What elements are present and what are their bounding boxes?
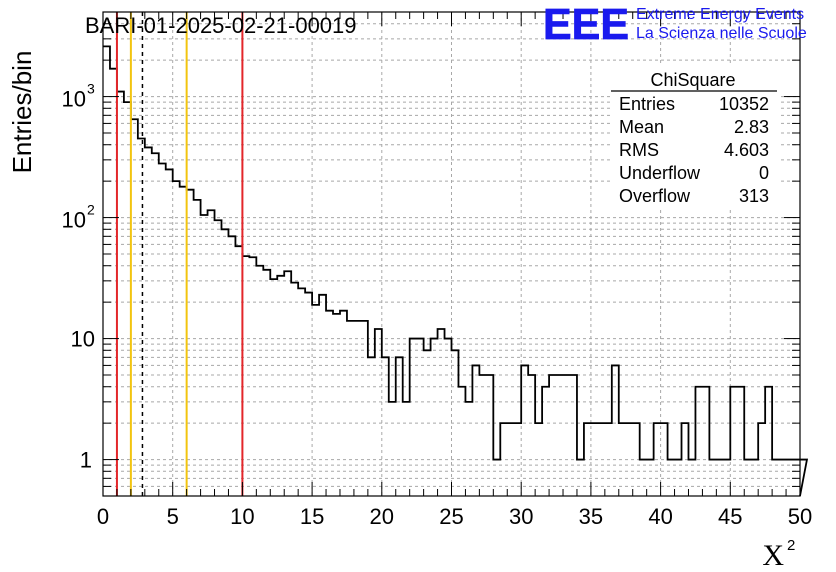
y-tick-label: 10 3: [62, 81, 95, 112]
eee-logo-line1: Extreme Energy Events: [636, 6, 804, 23]
stats-box: ChiSquare Entries 10352 Mean 2.83 RMS 4.603 Un…: [611, 64, 779, 208]
x-tick-label: 5: [167, 504, 179, 529]
histogram: [103, 45, 809, 497]
y-tick-label-base: 10: [62, 208, 86, 233]
y-tick-label-base: 10: [62, 87, 86, 112]
y-tick-label: 1: [80, 448, 92, 473]
x-tick-label: 50: [788, 504, 812, 529]
chart-title: BARI-01-2025-02-21-00019: [85, 13, 357, 38]
eee-logo: EEE Extreme Energy Events La Scienza nel…: [543, 0, 807, 49]
y-axis-title: Entries/bin: [7, 51, 37, 174]
x-tick-label: 20: [370, 504, 394, 529]
x-tick-label: 45: [718, 504, 742, 529]
x-tick-label: 35: [579, 504, 603, 529]
stats-row-label: Overflow: [619, 186, 691, 206]
stats-box-background: [611, 64, 779, 208]
x-tick-label: 15: [300, 504, 324, 529]
x-axis-label-superscript: 2: [787, 537, 795, 554]
y-tick-label-exponent: 2: [87, 202, 95, 218]
y-tick-label: 10: [71, 327, 95, 352]
y-tick-label: 10 2: [62, 202, 95, 233]
stats-rows: Entries 10352 Mean 2.83 RMS 4.603 Underflow 0 Ov…: [619, 94, 769, 206]
stats-row-label: Entries: [619, 94, 675, 114]
marker-lines: [115, 12, 244, 496]
stats-title: ChiSquare: [650, 70, 735, 90]
stats-row-value: 0: [759, 163, 769, 183]
stats-row-value: 4.603: [724, 140, 769, 160]
stats-row-label: Mean: [619, 117, 664, 137]
stats-row-value: 10352: [719, 94, 769, 114]
stats-row-label: RMS: [619, 140, 659, 160]
x-tick-label: 0: [97, 504, 109, 529]
x-tick-label: 10: [230, 504, 254, 529]
x-tick-label: 40: [648, 504, 672, 529]
eee-logo-line2: La Scienza nelle Scuole: [636, 25, 807, 42]
x-tick-label: 25: [439, 504, 463, 529]
histogram-outline: [103, 45, 809, 497]
y-tick-label-exponent: 3: [87, 81, 95, 97]
x-tick-label: 30: [509, 504, 533, 529]
x-axis-label: X: [762, 539, 784, 572]
eee-logo-mark: EEE: [543, 0, 629, 49]
y-axis-label: Entries/bin: [7, 51, 37, 174]
stats-row-value: 313: [739, 186, 769, 206]
stats-row-label: Underflow: [619, 163, 701, 183]
stats-row-value: 2.83: [734, 117, 769, 137]
